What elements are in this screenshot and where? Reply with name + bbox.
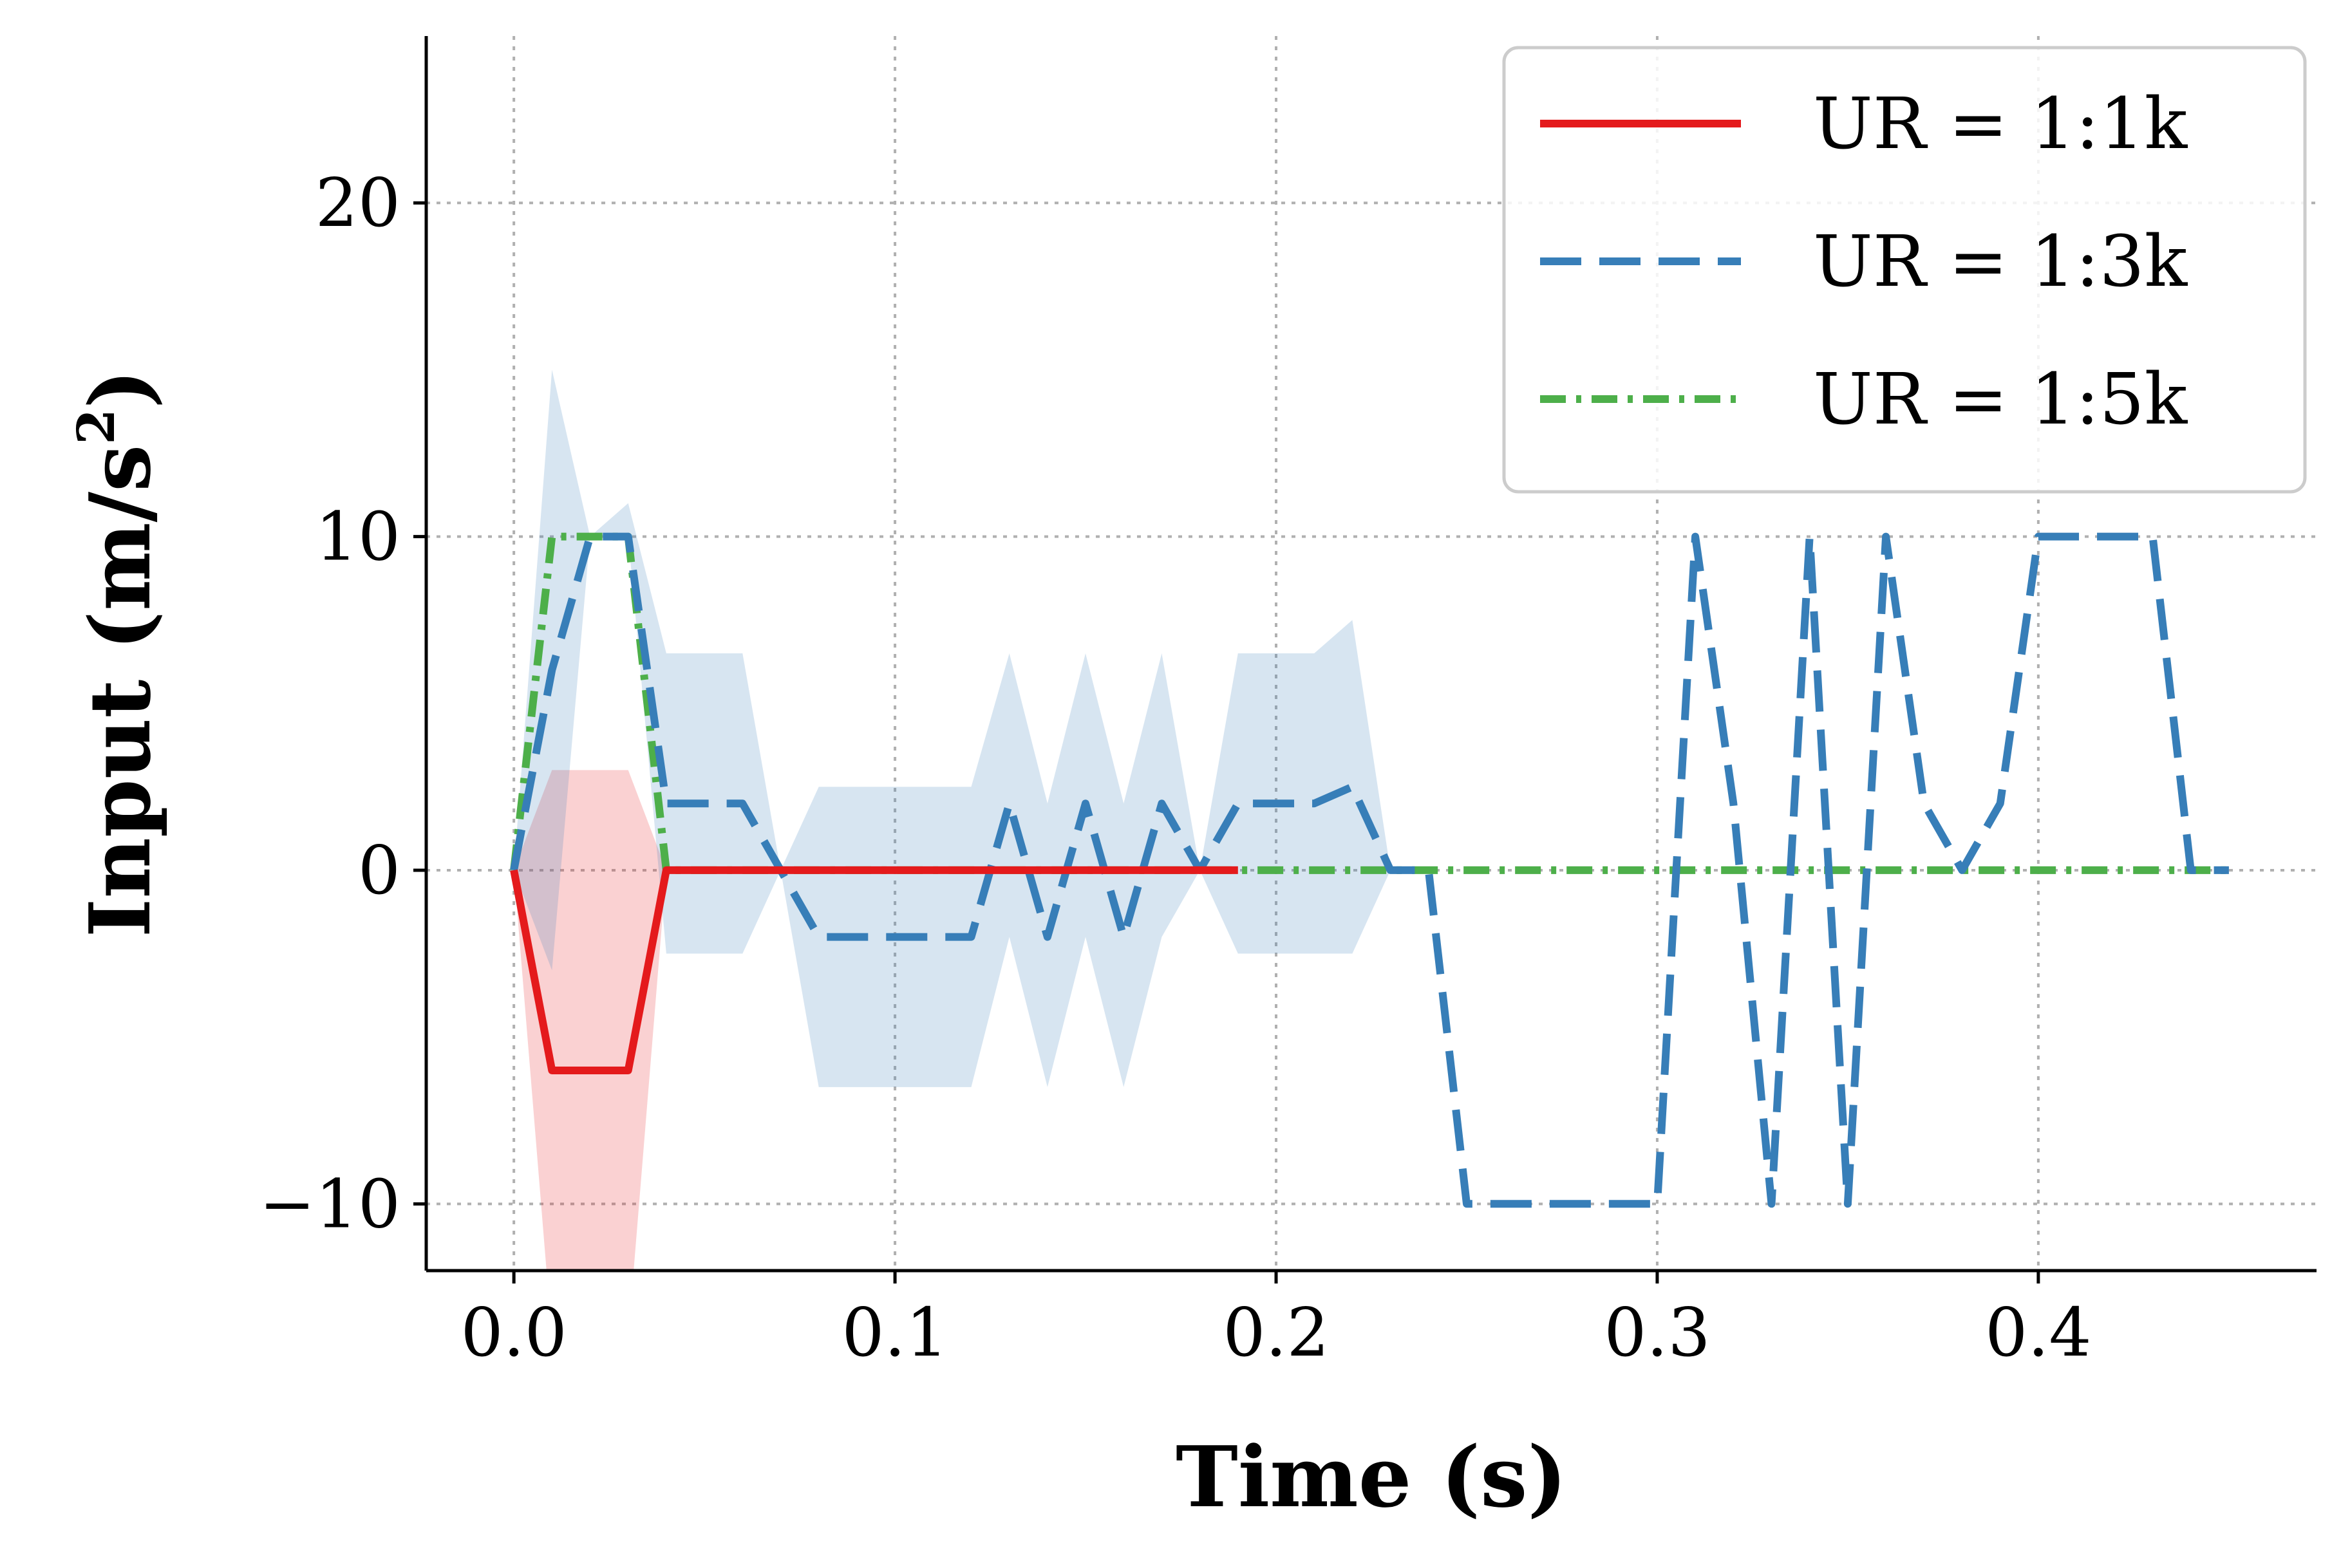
axes — [413, 36, 2317, 1283]
legend: UR = 1:1k UR = 1:3k UR = 1:5k — [1502, 46, 2307, 494]
x-tick-label: 0.0 — [460, 1293, 567, 1372]
legend-label-1: UR = 1:3k — [1813, 220, 2188, 303]
x-tick-label: 0.3 — [1604, 1293, 1710, 1372]
y-tick-label: 20 — [315, 163, 400, 242]
x-tick-label: 0.1 — [841, 1293, 948, 1372]
legend-frame — [1502, 46, 2307, 494]
y-axis-label: Input (m/s2) — [66, 369, 169, 938]
series-line-1 — [510, 532, 2229, 1208]
confidence-band-0 — [514, 770, 666, 1271]
legend-label-2: UR = 1:5k — [1813, 358, 2188, 440]
x-tick-label: 0.4 — [1985, 1293, 2091, 1372]
confidence-bands — [514, 369, 1391, 1271]
x-tick-label: 0.2 — [1223, 1293, 1329, 1372]
y-tick-label: 10 — [315, 498, 400, 576]
x-axis-label: Time (s) — [1176, 1428, 1567, 1526]
series-lines — [510, 532, 2229, 1208]
y-tick-label: −10 — [259, 1164, 400, 1243]
y-tick-label: 0 — [358, 831, 400, 910]
tick-labels: 0.0 0.1 0.2 0.3 0.4 −10 0 10 20 — [259, 163, 2092, 1372]
series-line-0 — [510, 866, 1238, 1074]
confidence-band-1 — [514, 369, 1391, 1087]
legend-label-0: UR = 1:1k — [1813, 82, 2188, 165]
